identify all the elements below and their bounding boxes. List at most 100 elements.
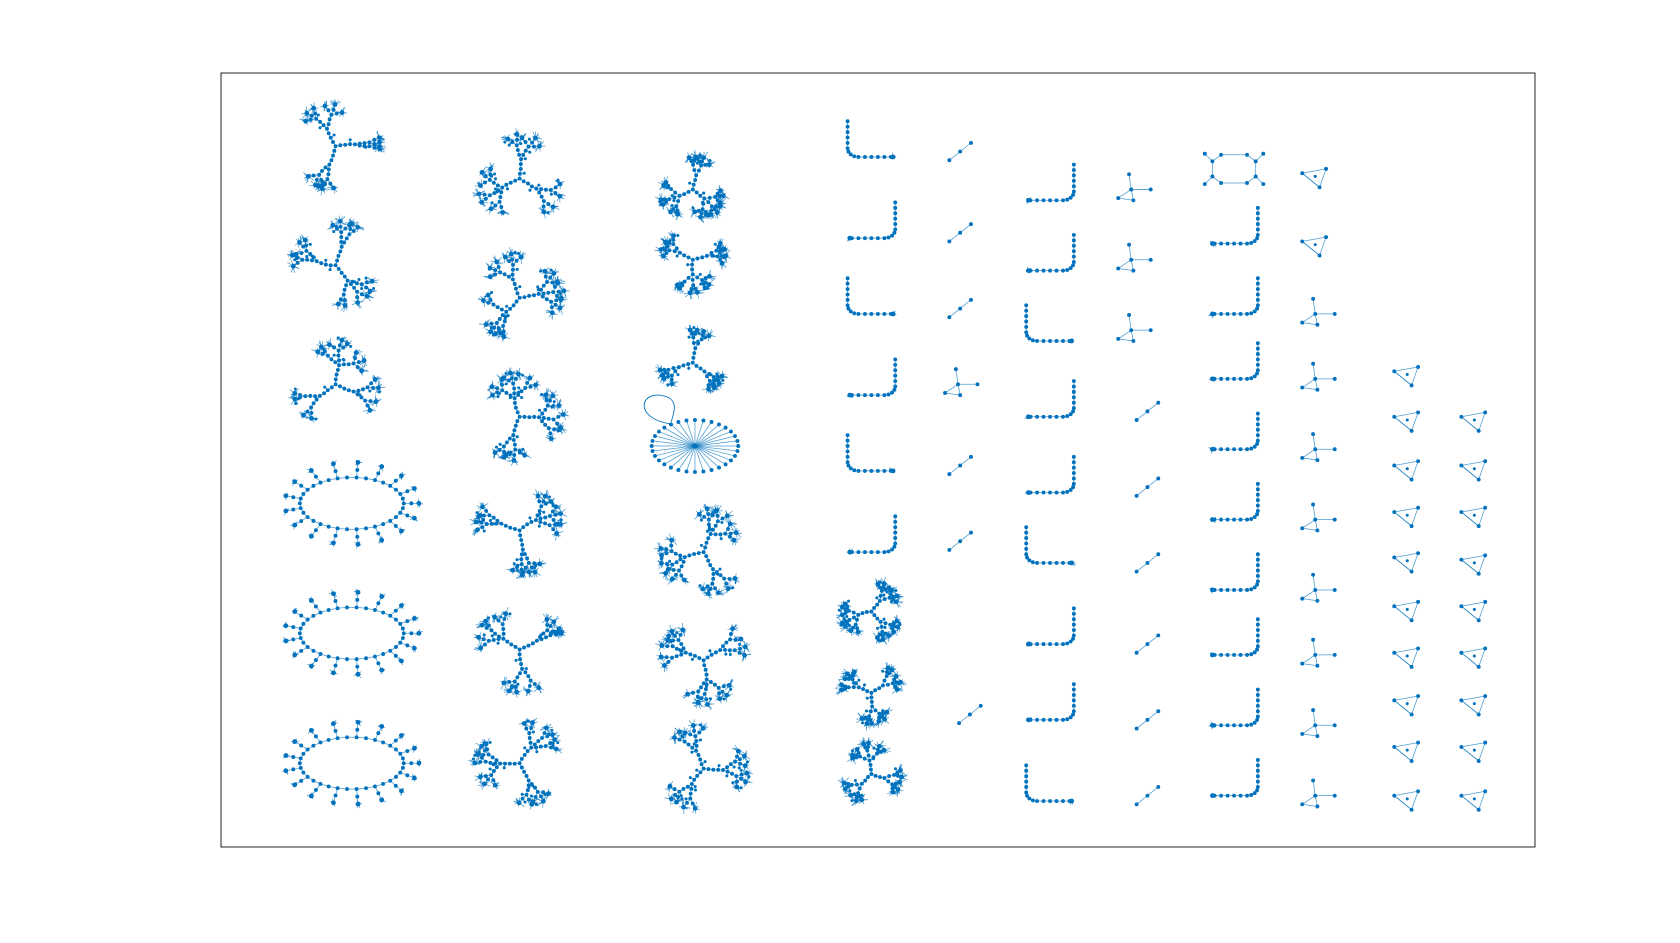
graph-node — [313, 528, 318, 533]
graph-node — [479, 199, 485, 205]
graph-node — [393, 653, 398, 658]
graph-node — [690, 187, 695, 192]
graph-node — [313, 604, 318, 609]
graph-node — [514, 689, 520, 695]
graph-node — [326, 784, 331, 789]
graph-node — [355, 727, 360, 732]
graph-node — [526, 674, 531, 679]
graph-node — [722, 256, 726, 260]
graph-node — [309, 416, 314, 421]
graph-node — [488, 166, 493, 172]
graph-node — [487, 274, 493, 280]
graph-node — [531, 784, 535, 788]
graph-node — [301, 510, 306, 515]
graph-node — [326, 478, 331, 483]
graph-node — [405, 773, 410, 778]
graph-node — [326, 654, 331, 659]
graph-node — [394, 747, 398, 752]
graph-node — [353, 350, 359, 356]
graph-node — [496, 265, 501, 270]
graph-node — [322, 103, 328, 109]
graph-node — [552, 400, 556, 404]
graph-node — [326, 608, 331, 612]
graph-node — [364, 786, 368, 791]
graph-node — [381, 610, 386, 615]
graph-node — [311, 483, 316, 488]
graph-node — [551, 741, 555, 745]
graph-node — [516, 371, 521, 377]
graph-node — [528, 188, 532, 192]
graph-node — [492, 450, 498, 456]
graph-node — [297, 761, 302, 766]
graph-node — [536, 285, 540, 289]
graph-node — [303, 118, 308, 124]
graph-node — [355, 597, 360, 602]
graph-node — [522, 171, 526, 175]
graph-node — [544, 396, 548, 400]
graph-node — [318, 344, 324, 350]
graph-node — [489, 628, 494, 633]
graph-node — [376, 471, 381, 476]
graph-node — [315, 349, 321, 355]
graph-node — [364, 736, 368, 741]
graph-node — [519, 135, 525, 141]
graph-node — [515, 435, 519, 439]
graph-node — [412, 616, 417, 621]
graph-node — [557, 305, 563, 311]
graph-node — [335, 367, 340, 372]
graph-node — [496, 395, 500, 399]
graph-node — [502, 766, 506, 770]
graph-plot — [282, 99, 1488, 815]
graph-node — [719, 373, 725, 379]
graph-node — [355, 534, 360, 539]
graph-node — [305, 173, 311, 179]
graph-node — [690, 257, 695, 262]
graph-node — [713, 242, 717, 246]
graph-node — [311, 518, 316, 523]
graph-node — [735, 449, 740, 454]
graph-node — [557, 181, 563, 187]
graph-node — [676, 233, 680, 237]
graph-node — [550, 204, 556, 210]
graph-node — [543, 725, 549, 731]
graph-node — [548, 436, 554, 442]
graph-node — [687, 335, 691, 339]
graph-node — [341, 362, 346, 367]
graph-node — [320, 182, 326, 188]
graph-node — [331, 185, 337, 191]
graph-node — [416, 630, 422, 636]
graph-node — [393, 738, 398, 743]
graph-node — [291, 637, 296, 642]
graph-node — [311, 743, 316, 748]
graph-node — [692, 209, 698, 215]
graph-node — [302, 237, 308, 243]
graph-node — [330, 222, 336, 228]
graph-node — [405, 749, 410, 753]
graph-node — [355, 664, 360, 669]
graph-node — [536, 685, 542, 691]
graph-node — [335, 301, 341, 307]
graph-node — [290, 263, 296, 269]
graph-node — [476, 191, 482, 197]
graph-node — [305, 515, 310, 519]
graph-node — [479, 169, 485, 175]
graph-node — [517, 295, 522, 300]
graph-node — [355, 467, 360, 472]
graph-node — [550, 728, 554, 732]
graph-node — [561, 288, 567, 294]
graph-node — [331, 800, 336, 806]
graph-node — [342, 287, 347, 292]
graph-node — [400, 765, 405, 770]
graph-node — [394, 617, 398, 622]
graph-node — [539, 269, 543, 273]
graph-node — [663, 239, 668, 245]
graph-node — [510, 567, 516, 573]
graph-node — [505, 304, 509, 308]
graph-node — [314, 177, 319, 182]
graph-node — [503, 140, 507, 144]
graph-node — [379, 797, 385, 803]
graph-node — [495, 305, 500, 310]
graph-node — [558, 631, 564, 636]
graph-node — [525, 522, 530, 527]
